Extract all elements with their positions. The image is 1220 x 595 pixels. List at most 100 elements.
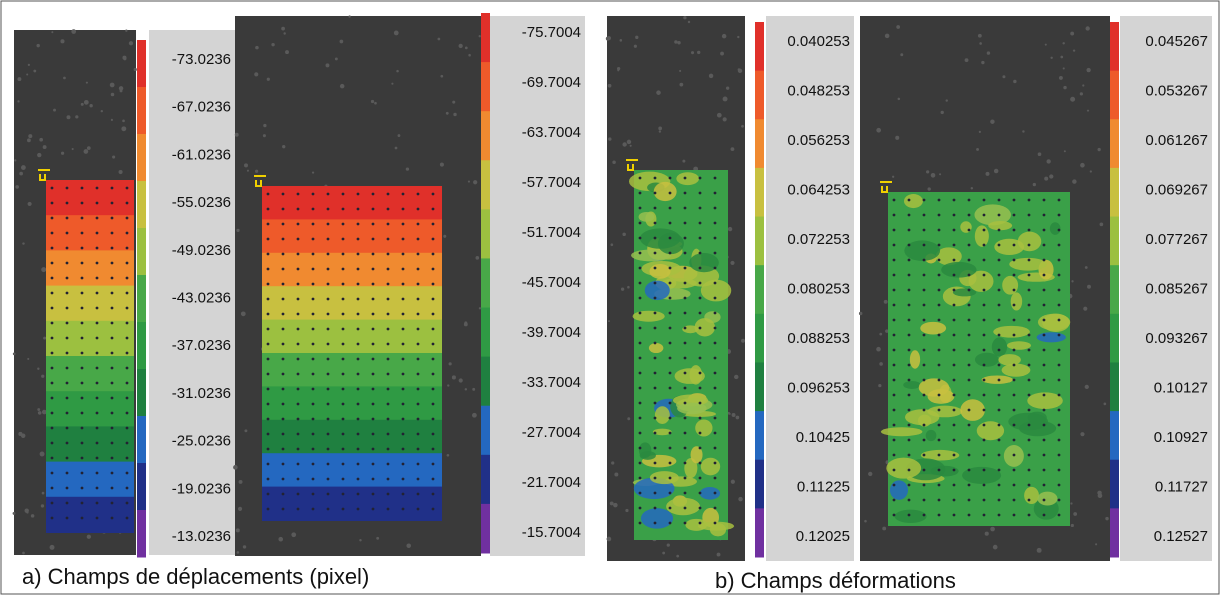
speckle <box>927 187 931 191</box>
speckle <box>244 429 248 433</box>
grid-point <box>698 206 702 210</box>
strain-patch <box>960 399 985 421</box>
grid-point <box>65 471 69 475</box>
grid-point <box>668 326 672 330</box>
speckle <box>1070 31 1075 36</box>
grid-point <box>713 386 717 390</box>
grid-point <box>125 186 129 190</box>
speckle <box>128 41 134 46</box>
grid-point <box>907 198 911 202</box>
grid-point <box>907 228 911 232</box>
panel: 0.040253 0.048253 0.056253 0.064253 0.072253… <box>605 16 854 561</box>
grid-point <box>1012 318 1016 322</box>
grid-point <box>386 327 390 331</box>
grid-point <box>401 462 405 466</box>
speckle <box>24 508 29 513</box>
grid-point <box>50 456 54 460</box>
grid-point <box>311 327 315 331</box>
grid-point <box>892 483 896 487</box>
grid-point <box>1012 198 1016 202</box>
grid-point <box>341 282 345 286</box>
grid-point <box>1042 378 1046 382</box>
grid-point <box>698 476 702 480</box>
scale-label: 0.11727 <box>1155 478 1208 495</box>
grid-point <box>296 372 300 376</box>
strain-patch <box>685 518 708 531</box>
grid-point <box>1027 438 1031 442</box>
grid-point <box>65 441 69 445</box>
grid-point <box>892 258 896 262</box>
grid-point <box>952 468 956 472</box>
grid-point <box>80 366 84 370</box>
speckle <box>86 534 91 539</box>
grid-point <box>386 462 390 466</box>
speckle <box>396 69 399 73</box>
grid-point <box>416 492 420 496</box>
grid-point <box>653 446 657 450</box>
grid-point <box>371 402 375 406</box>
displacement-band <box>46 180 134 217</box>
speckle <box>100 109 103 113</box>
grid-point <box>1027 423 1031 427</box>
grid-point <box>982 258 986 262</box>
grid-point <box>1042 228 1046 232</box>
grid-point <box>95 471 99 475</box>
grid-point <box>356 252 360 256</box>
grid-point <box>937 408 941 412</box>
speckle <box>39 137 44 142</box>
grid-point <box>326 342 330 346</box>
grid-point <box>386 432 390 436</box>
scale-label: 0.10425 <box>796 429 850 446</box>
scale-label: -55.0236 <box>172 194 231 211</box>
strain-patch <box>903 194 923 209</box>
grid-point <box>668 386 672 390</box>
grid-point <box>50 261 54 265</box>
grid-point <box>416 477 420 481</box>
speckle <box>28 134 33 139</box>
speckle <box>666 543 670 547</box>
grid-point <box>281 492 285 496</box>
colorbar-segment <box>755 70 764 120</box>
speckle <box>939 173 942 176</box>
grid-point <box>431 207 435 211</box>
scale-label: 0.064253 <box>787 181 850 198</box>
scale-label: 0.061267 <box>1145 132 1208 149</box>
grid-point <box>653 491 657 495</box>
speckle <box>731 412 736 417</box>
speckle <box>262 134 266 138</box>
grid-point <box>892 348 896 352</box>
grid-point <box>967 333 971 337</box>
strain-patch <box>935 247 962 266</box>
grid-point <box>997 273 1001 277</box>
grid-point <box>281 507 285 511</box>
grid-point <box>386 357 390 361</box>
grid-point <box>922 408 926 412</box>
displacement-band <box>46 426 134 463</box>
speckle <box>876 127 882 133</box>
grid-point <box>1027 318 1031 322</box>
grid-point <box>967 423 971 427</box>
grid-point <box>638 311 642 315</box>
grid-point <box>266 297 270 301</box>
strain-patch <box>927 389 955 404</box>
grid-point <box>311 222 315 226</box>
speckle <box>626 139 632 145</box>
grid-point <box>922 348 926 352</box>
strain-patch <box>638 442 652 459</box>
grid-point <box>907 303 911 307</box>
speckle <box>447 384 450 387</box>
grid-point <box>401 282 405 286</box>
grid-point <box>341 252 345 256</box>
speckle <box>737 35 740 39</box>
grid-point <box>401 297 405 301</box>
colorbar-segment <box>1110 411 1119 461</box>
grid-point <box>997 348 1001 352</box>
speckle <box>121 126 127 132</box>
grid-point <box>698 221 702 225</box>
grid-point <box>1012 303 1016 307</box>
speckle <box>244 163 249 168</box>
colorbar-segment <box>1110 167 1119 218</box>
grid-point <box>341 207 345 211</box>
grid-point <box>907 423 911 427</box>
grid-point <box>1057 198 1061 202</box>
